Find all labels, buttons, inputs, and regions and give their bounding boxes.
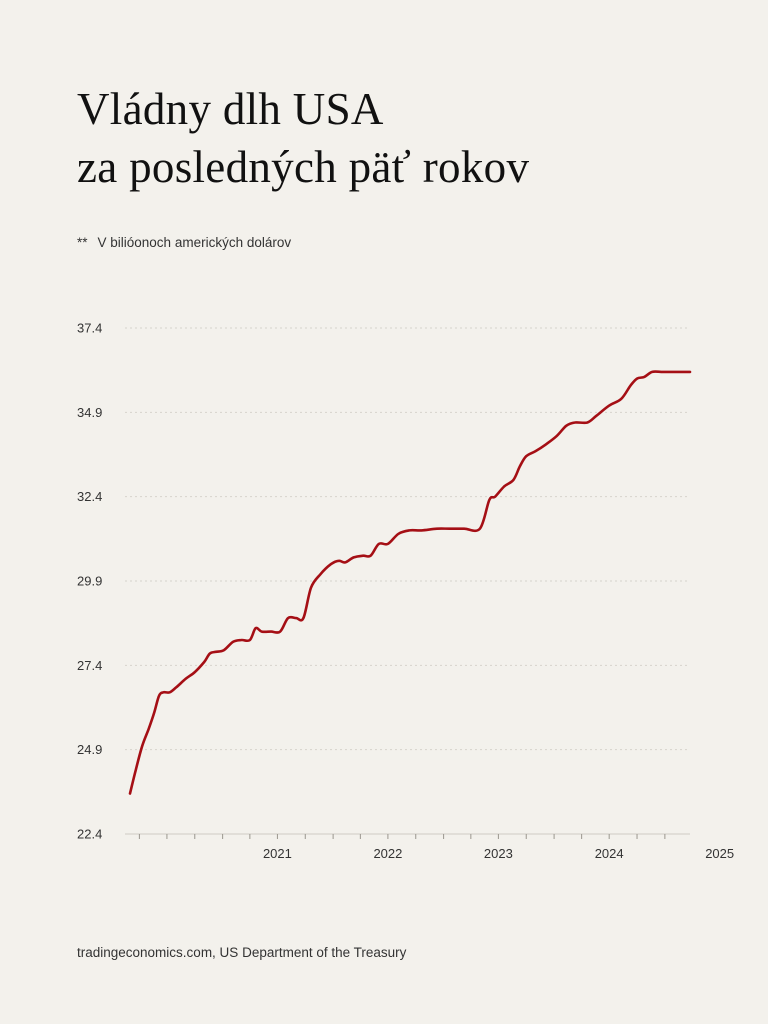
chart-title-line-1: Vládny dlh USA <box>77 84 384 134</box>
x-tick-label: 2023 <box>484 846 513 861</box>
y-tick-label: 34.9 <box>77 405 102 420</box>
debt-line-chart: 37.4 34.9 32.4 29.9 27.4 24.9 22.4 2021 2022 2023… <box>77 321 734 862</box>
debt-series-line <box>128 370 692 795</box>
y-tick-label: 37.4 <box>77 321 102 336</box>
chart-title: Vládny dlh USA za posledných päť rokov <box>77 80 529 196</box>
y-tick-label: 22.4 <box>77 827 102 842</box>
unit-note-text: V bilióonoch amerických dolárov <box>97 235 292 250</box>
y-tick-label: 24.9 <box>77 742 102 757</box>
y-tick-label: 29.9 <box>77 574 102 589</box>
y-tick-label: 27.4 <box>77 658 102 673</box>
x-tick-label: 2022 <box>373 846 402 861</box>
x-tick-label: 2025 <box>705 846 734 861</box>
chart-title-line-2: za posledných päť rokov <box>77 142 530 192</box>
unit-note: ** V bilióonoch amerických dolárov <box>77 235 291 250</box>
x-tick-label: 2021 <box>263 846 292 861</box>
unit-note-marker: ** <box>77 235 88 250</box>
source-credit: tradingeconomics.com, US Department of t… <box>77 945 407 960</box>
x-tick-label: 2024 <box>595 846 624 861</box>
y-tick-label: 32.4 <box>77 489 102 504</box>
